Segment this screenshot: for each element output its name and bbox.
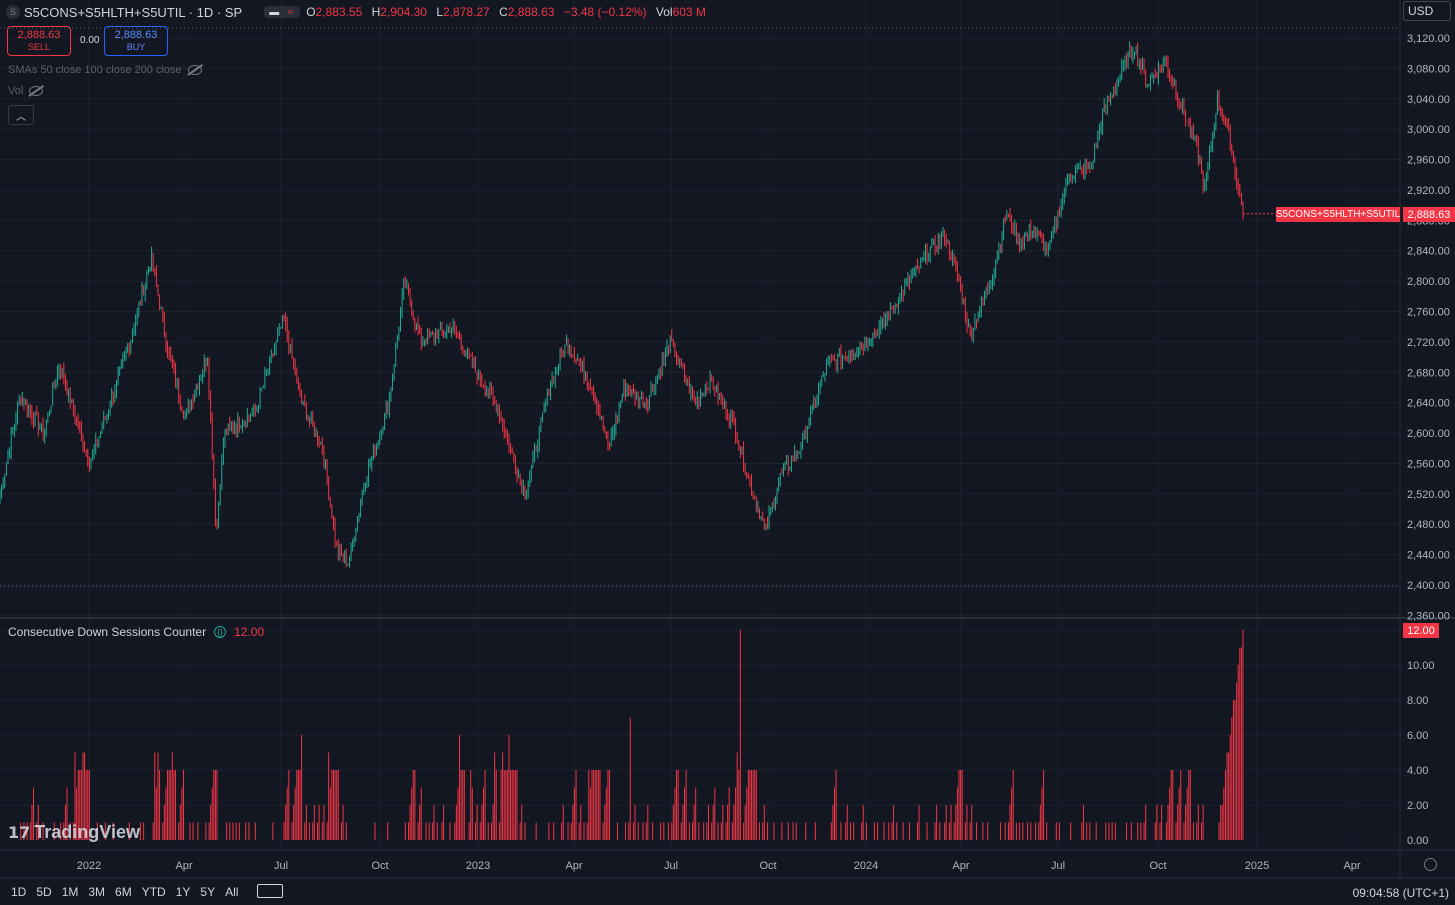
change-value: −3.48 (−0.12%) <box>563 5 647 19</box>
time-tick-label: Jul <box>1051 860 1065 872</box>
price-tick-label: 2,920.00 <box>1407 185 1450 197</box>
range-all[interactable]: All <box>225 885 239 899</box>
time-tick-label: Apr <box>175 860 192 872</box>
price-tick-label: 2,560.00 <box>1407 458 1450 470</box>
price-tick-label: 2,440.00 <box>1407 550 1450 562</box>
time-tick-label: Apr <box>565 860 582 872</box>
price-tick-label: 3,080.00 <box>1407 63 1450 75</box>
time-tick-label: Jul <box>664 860 678 872</box>
symbol-header: S S5CONS+S5HLTH+S5UTIL · 1D · SP ▬ ≈ O2,… <box>6 3 712 21</box>
collapse-legend-button[interactable]: ︿ <box>8 105 34 125</box>
price-tick-label: 3,040.00 <box>1407 94 1450 106</box>
time-tick-label: 2024 <box>854 860 878 872</box>
symbol-title[interactable]: S5CONS+S5HLTH+S5UTIL · 1D · SP <box>24 4 243 20</box>
range-3m[interactable]: 3M <box>88 885 106 899</box>
chart-mode-toggle[interactable]: ▬ ≈ <box>264 6 301 18</box>
eye-hidden-icon[interactable] <box>187 65 202 75</box>
price-tick-label: 2,680.00 <box>1407 367 1450 379</box>
buy-button[interactable]: 2,888.63 BUY <box>104 26 168 56</box>
counter-tick-label: 8.00 <box>1407 695 1428 707</box>
time-tick-label: Oct <box>1149 860 1166 872</box>
symbol-logo: S <box>6 5 20 19</box>
price-tick-label: 3,120.00 <box>1407 33 1450 45</box>
tv-logo-icon: 17 <box>8 823 31 842</box>
spread-value: 0.00 <box>80 35 100 46</box>
range-1d[interactable]: 1D <box>11 885 27 899</box>
sma-indicator-legend[interactable]: SMAs 50 close 100 close 200 close <box>8 64 202 76</box>
volume-indicator-legend[interactable]: Vol <box>8 85 44 97</box>
symbol-price-tag: S5CONS+S5HLTH+S5UTIL <box>1275 207 1401 222</box>
time-tick-label: 2025 <box>1245 860 1269 872</box>
price-tick-label: 2,600.00 <box>1407 428 1450 440</box>
counter-tick-label: 10.00 <box>1407 660 1435 672</box>
bars-icon[interactable]: ▬ <box>269 6 280 18</box>
price-tick-label: 2,800.00 <box>1407 276 1450 288</box>
price-tick-label: 2,760.00 <box>1407 307 1450 319</box>
range-5d[interactable]: 5D <box>36 885 52 899</box>
chevron-up-icon: ︿ <box>16 111 26 123</box>
counter-tick-label: 6.00 <box>1407 730 1428 742</box>
time-tick-label: Apr <box>1343 860 1360 872</box>
time-tick-label: Jul <box>274 860 288 872</box>
range-ytd[interactable]: YTD <box>141 885 166 899</box>
time-tick-label: 2022 <box>77 860 101 872</box>
price-tick-label: 2,520.00 <box>1407 489 1450 501</box>
calendar-icon[interactable] <box>257 884 284 898</box>
price-tick-label: 2,360.00 <box>1407 610 1450 622</box>
currency-selector[interactable]: USD <box>1403 1 1451 21</box>
price-tick-label: 2,400.00 <box>1407 580 1450 592</box>
time-tick-label: 2023 <box>466 860 490 872</box>
range-selector: 1D 5D 1M 3M 6M YTD 1Y 5Y All <box>6 884 284 899</box>
volume-value: 603 M <box>672 5 706 19</box>
counter-value-tag: 12.00 <box>1403 623 1439 638</box>
last-price-tag: 2,888.63 <box>1403 207 1455 222</box>
gear-icon[interactable] <box>1424 858 1437 871</box>
time-tick-label: Oct <box>759 860 776 872</box>
range-1m[interactable]: 1M <box>61 885 79 899</box>
tradingview-logo[interactable]: 17 TradingView <box>8 822 140 842</box>
counter-value: 12.00 <box>234 625 265 639</box>
ohlc-legend: O2,883.55 H2,904.30 L2,878.27 C2,888.63 … <box>306 5 706 19</box>
range-1y[interactable]: 1Y <box>175 885 191 899</box>
counter-tick-label: 2.00 <box>1407 800 1428 812</box>
clock-readout[interactable]: 09:04:58 (UTC+1) <box>1352 886 1449 900</box>
price-tick-label: 2,640.00 <box>1407 398 1450 410</box>
price-tick-label: 2,480.00 <box>1407 519 1450 531</box>
source-code-icon[interactable]: {} <box>214 626 227 638</box>
price-tick-label: 2,960.00 <box>1407 155 1450 167</box>
time-tick-label: Apr <box>952 860 969 872</box>
counter-tick-label: 4.00 <box>1407 765 1428 777</box>
counter-title: Consecutive Down Sessions Counter <box>8 625 207 639</box>
price-tick-label: 3,000.00 <box>1407 124 1450 136</box>
range-6m[interactable]: 6M <box>115 885 132 899</box>
counter-tick-label: 0.00 <box>1407 835 1428 847</box>
counter-indicator-legend[interactable]: Consecutive Down Sessions Counter {} 12.… <box>8 625 264 639</box>
price-tick-label: 2,720.00 <box>1407 337 1450 349</box>
time-tick-label: Oct <box>371 860 388 872</box>
sell-button[interactable]: 2,888.63 SELL <box>7 26 71 56</box>
price-tick-label: 2,840.00 <box>1407 246 1450 258</box>
eye-hidden-icon[interactable] <box>29 86 44 96</box>
range-5y[interactable]: 5Y <box>200 885 216 899</box>
wave-icon[interactable]: ≈ <box>287 6 293 18</box>
